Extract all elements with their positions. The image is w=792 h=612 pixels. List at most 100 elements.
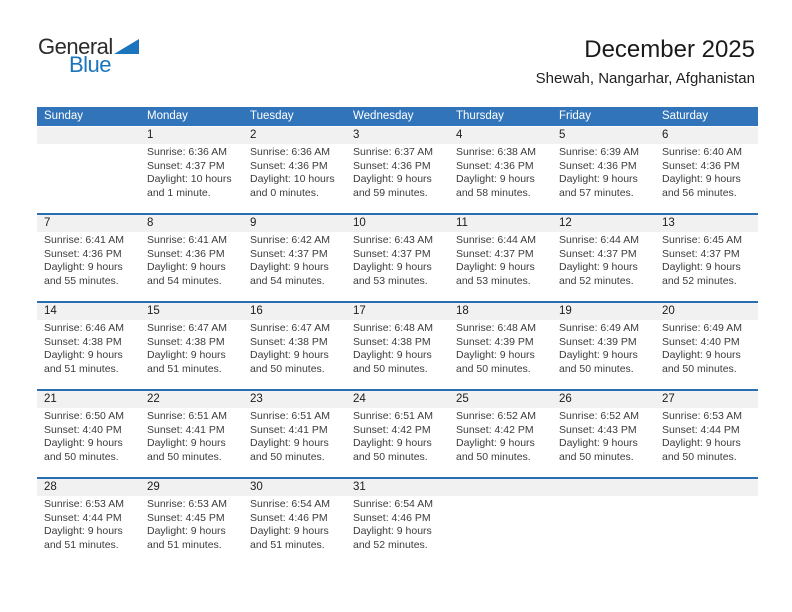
weekday-header-friday: Friday bbox=[559, 110, 591, 122]
daylight-text-line2: and 51 minutes. bbox=[44, 538, 119, 551]
sunrise-text: Sunrise: 6:41 AM bbox=[44, 234, 124, 246]
day-number: 4 bbox=[456, 129, 463, 141]
sunset-text: Sunset: 4:36 PM bbox=[147, 247, 225, 260]
day-details-band: Sunrise: 6:53 AM Sunset: 4:44 PM Daylight:… bbox=[37, 496, 758, 565]
sunrise-text: Sunrise: 6:48 AM bbox=[353, 322, 433, 334]
week-row: 14 15 16 17 18 19 20 Sunrise: 6:46 AM Sunset: 4:… bbox=[37, 301, 758, 389]
sunset-text: Sunset: 4:42 PM bbox=[353, 423, 431, 436]
daylight-text-line2: and 57 minutes. bbox=[559, 186, 634, 199]
daylight-text-line1: Daylight: 9 hours bbox=[456, 173, 535, 185]
sunrise-text: Sunrise: 6:51 AM bbox=[353, 410, 433, 422]
daylight-text-line1: Daylight: 9 hours bbox=[353, 261, 432, 273]
sunrise-text: Sunrise: 6:47 AM bbox=[147, 322, 227, 334]
sunrise-text: Sunrise: 6:48 AM bbox=[456, 322, 536, 334]
day-number: 30 bbox=[250, 481, 263, 493]
daylight-text-line2: and 50 minutes. bbox=[147, 450, 222, 463]
day-cell: Sunrise: 6:41 AM Sunset: 4:36 PM Daylight:… bbox=[37, 232, 140, 301]
day-number: 25 bbox=[456, 393, 469, 405]
daylight-text-line2: and 52 minutes. bbox=[559, 274, 634, 287]
day-number: 11 bbox=[456, 217, 468, 229]
weekday-header-monday: Monday bbox=[147, 110, 188, 122]
sunrise-text: Sunrise: 6:47 AM bbox=[250, 322, 330, 334]
sunset-text: Sunset: 4:36 PM bbox=[250, 159, 328, 172]
day-cell: Sunrise: 6:38 AM Sunset: 4:36 PM Daylight:… bbox=[449, 144, 552, 213]
daylight-text-line1: Daylight: 9 hours bbox=[147, 261, 226, 273]
day-cell: Sunrise: 6:44 AM Sunset: 4:37 PM Daylight:… bbox=[552, 232, 655, 301]
sunset-text: Sunset: 4:37 PM bbox=[250, 247, 328, 260]
weekday-header-row: Sunday Monday Tuesday Wednesday Thursday Frid… bbox=[37, 107, 758, 126]
sunset-text: Sunset: 4:36 PM bbox=[559, 159, 637, 172]
day-cell: Sunrise: 6:46 AM Sunset: 4:38 PM Daylight:… bbox=[37, 320, 140, 389]
sunset-text: Sunset: 4:37 PM bbox=[456, 247, 534, 260]
daylight-text-line2: and 51 minutes. bbox=[147, 362, 222, 375]
day-cell: Sunrise: 6:53 AM Sunset: 4:44 PM Daylight:… bbox=[37, 496, 140, 565]
daylight-text-line1: Daylight: 10 hours bbox=[147, 173, 232, 185]
day-number: 8 bbox=[147, 217, 154, 229]
day-number: 13 bbox=[662, 217, 675, 229]
day-cell: Sunrise: 6:40 AM Sunset: 4:36 PM Daylight:… bbox=[655, 144, 758, 213]
day-number: 9 bbox=[250, 217, 257, 229]
daylight-text-line2: and 0 minutes. bbox=[250, 186, 319, 199]
day-cell: Sunrise: 6:42 AM Sunset: 4:37 PM Daylight:… bbox=[243, 232, 346, 301]
day-number bbox=[655, 479, 758, 496]
day-details-band: Sunrise: 6:36 AM Sunset: 4:37 PM Daylight:… bbox=[37, 144, 758, 213]
daylight-text-line1: Daylight: 9 hours bbox=[456, 349, 535, 361]
daylight-text-line1: Daylight: 9 hours bbox=[456, 261, 535, 273]
sunset-text: Sunset: 4:39 PM bbox=[559, 335, 637, 348]
daylight-text-line2: and 51 minutes. bbox=[44, 362, 119, 375]
daylight-text-line1: Daylight: 9 hours bbox=[353, 525, 432, 537]
day-number: 15 bbox=[147, 305, 160, 317]
day-cell bbox=[37, 144, 140, 213]
day-cell: Sunrise: 6:45 AM Sunset: 4:37 PM Daylight:… bbox=[655, 232, 758, 301]
daylight-text-line1: Daylight: 9 hours bbox=[250, 261, 329, 273]
day-cell: Sunrise: 6:37 AM Sunset: 4:36 PM Daylight:… bbox=[346, 144, 449, 213]
day-details-band: Sunrise: 6:50 AM Sunset: 4:40 PM Daylight:… bbox=[37, 408, 758, 477]
sunrise-text: Sunrise: 6:42 AM bbox=[250, 234, 330, 246]
sunrise-text: Sunrise: 6:37 AM bbox=[353, 146, 433, 158]
sunset-text: Sunset: 4:36 PM bbox=[662, 159, 740, 172]
sunrise-text: Sunrise: 6:41 AM bbox=[147, 234, 227, 246]
daylight-text-line1: Daylight: 9 hours bbox=[147, 525, 226, 537]
sunrise-text: Sunrise: 6:45 AM bbox=[662, 234, 742, 246]
day-cell: Sunrise: 6:48 AM Sunset: 4:38 PM Daylight:… bbox=[346, 320, 449, 389]
daylight-text-line1: Daylight: 9 hours bbox=[662, 261, 741, 273]
day-number: 23 bbox=[250, 393, 263, 405]
day-number-band: 21 22 23 24 25 26 27 bbox=[37, 391, 758, 408]
logo-triangle-icon bbox=[113, 39, 139, 54]
daylight-text-line2: and 53 minutes. bbox=[456, 274, 531, 287]
day-cell: Sunrise: 6:41 AM Sunset: 4:36 PM Daylight:… bbox=[140, 232, 243, 301]
daylight-text-line1: Daylight: 9 hours bbox=[147, 437, 226, 449]
day-cell: Sunrise: 6:51 AM Sunset: 4:42 PM Daylight:… bbox=[346, 408, 449, 477]
day-number: 27 bbox=[662, 393, 675, 405]
day-cell: Sunrise: 6:52 AM Sunset: 4:42 PM Daylight:… bbox=[449, 408, 552, 477]
sunrise-text: Sunrise: 6:44 AM bbox=[456, 234, 536, 246]
sunset-text: Sunset: 4:40 PM bbox=[44, 423, 122, 436]
day-number: 28 bbox=[44, 481, 57, 493]
sunset-text: Sunset: 4:38 PM bbox=[250, 335, 328, 348]
daylight-text-line1: Daylight: 9 hours bbox=[353, 437, 432, 449]
daylight-text-line2: and 58 minutes. bbox=[456, 186, 531, 199]
day-number: 10 bbox=[353, 217, 366, 229]
day-cell: Sunrise: 6:53 AM Sunset: 4:44 PM Daylight:… bbox=[655, 408, 758, 477]
day-cell: Sunrise: 6:44 AM Sunset: 4:37 PM Daylight:… bbox=[449, 232, 552, 301]
daylight-text-line1: Daylight: 9 hours bbox=[559, 349, 638, 361]
daylight-text-line2: and 54 minutes. bbox=[250, 274, 325, 287]
day-cell: Sunrise: 6:54 AM Sunset: 4:46 PM Daylight:… bbox=[243, 496, 346, 565]
day-cell: Sunrise: 6:43 AM Sunset: 4:37 PM Daylight:… bbox=[346, 232, 449, 301]
day-cell bbox=[449, 496, 552, 565]
week-row: 21 22 23 24 25 26 27 Sunrise: 6:50 AM Sunset: 4:… bbox=[37, 389, 758, 477]
daylight-text-line1: Daylight: 9 hours bbox=[456, 437, 535, 449]
week-row: 1 2 3 4 5 6 Sunrise: 6:36 AM Sunset: 4:37 PM Day… bbox=[37, 127, 758, 213]
daylight-text-line2: and 55 minutes. bbox=[44, 274, 119, 287]
day-number: 29 bbox=[147, 481, 160, 493]
daylight-text-line2: and 51 minutes. bbox=[147, 538, 222, 551]
sunset-text: Sunset: 4:38 PM bbox=[44, 335, 122, 348]
daylight-text-line2: and 50 minutes. bbox=[662, 362, 737, 375]
month-title: December 2025 bbox=[584, 36, 755, 63]
day-cell bbox=[552, 496, 655, 565]
sunrise-text: Sunrise: 6:49 AM bbox=[662, 322, 742, 334]
sunrise-text: Sunrise: 6:39 AM bbox=[559, 146, 639, 158]
weekday-header-saturday: Saturday bbox=[662, 110, 709, 122]
daylight-text-line1: Daylight: 9 hours bbox=[559, 261, 638, 273]
